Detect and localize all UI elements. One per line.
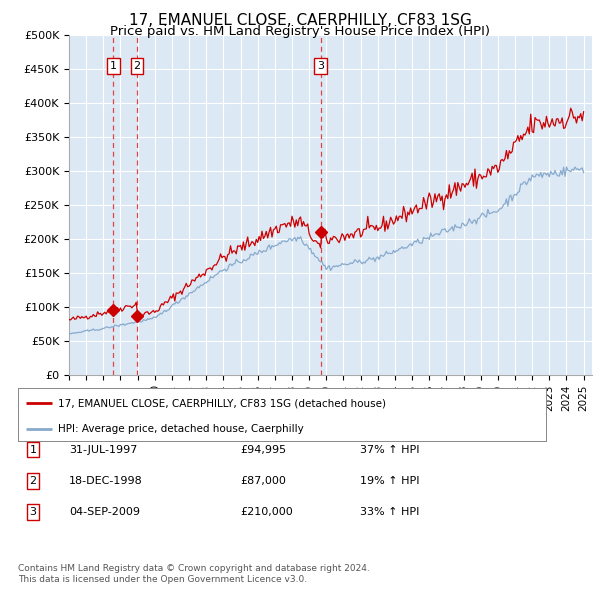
Text: 2: 2: [133, 61, 140, 71]
Text: 18-DEC-1998: 18-DEC-1998: [69, 476, 143, 486]
Text: 3: 3: [317, 61, 324, 71]
Text: HPI: Average price, detached house, Caerphilly: HPI: Average price, detached house, Caer…: [58, 424, 304, 434]
Text: 1: 1: [110, 61, 117, 71]
Text: 17, EMANUEL CLOSE, CAERPHILLY, CF83 1SG: 17, EMANUEL CLOSE, CAERPHILLY, CF83 1SG: [128, 13, 472, 28]
Text: 3: 3: [29, 507, 37, 517]
Text: 33% ↑ HPI: 33% ↑ HPI: [360, 507, 419, 517]
Text: 31-JUL-1997: 31-JUL-1997: [69, 445, 137, 454]
Text: 2: 2: [29, 476, 37, 486]
Text: £87,000: £87,000: [240, 476, 286, 486]
Text: £94,995: £94,995: [240, 445, 286, 454]
Text: 04-SEP-2009: 04-SEP-2009: [69, 507, 140, 517]
Text: This data is licensed under the Open Government Licence v3.0.: This data is licensed under the Open Gov…: [18, 575, 307, 584]
Text: £210,000: £210,000: [240, 507, 293, 517]
Text: Contains HM Land Registry data © Crown copyright and database right 2024.: Contains HM Land Registry data © Crown c…: [18, 565, 370, 573]
Text: 1: 1: [29, 445, 37, 454]
Text: 17, EMANUEL CLOSE, CAERPHILLY, CF83 1SG (detached house): 17, EMANUEL CLOSE, CAERPHILLY, CF83 1SG …: [58, 398, 386, 408]
Text: 19% ↑ HPI: 19% ↑ HPI: [360, 476, 419, 486]
Text: 37% ↑ HPI: 37% ↑ HPI: [360, 445, 419, 454]
Text: Price paid vs. HM Land Registry's House Price Index (HPI): Price paid vs. HM Land Registry's House …: [110, 25, 490, 38]
